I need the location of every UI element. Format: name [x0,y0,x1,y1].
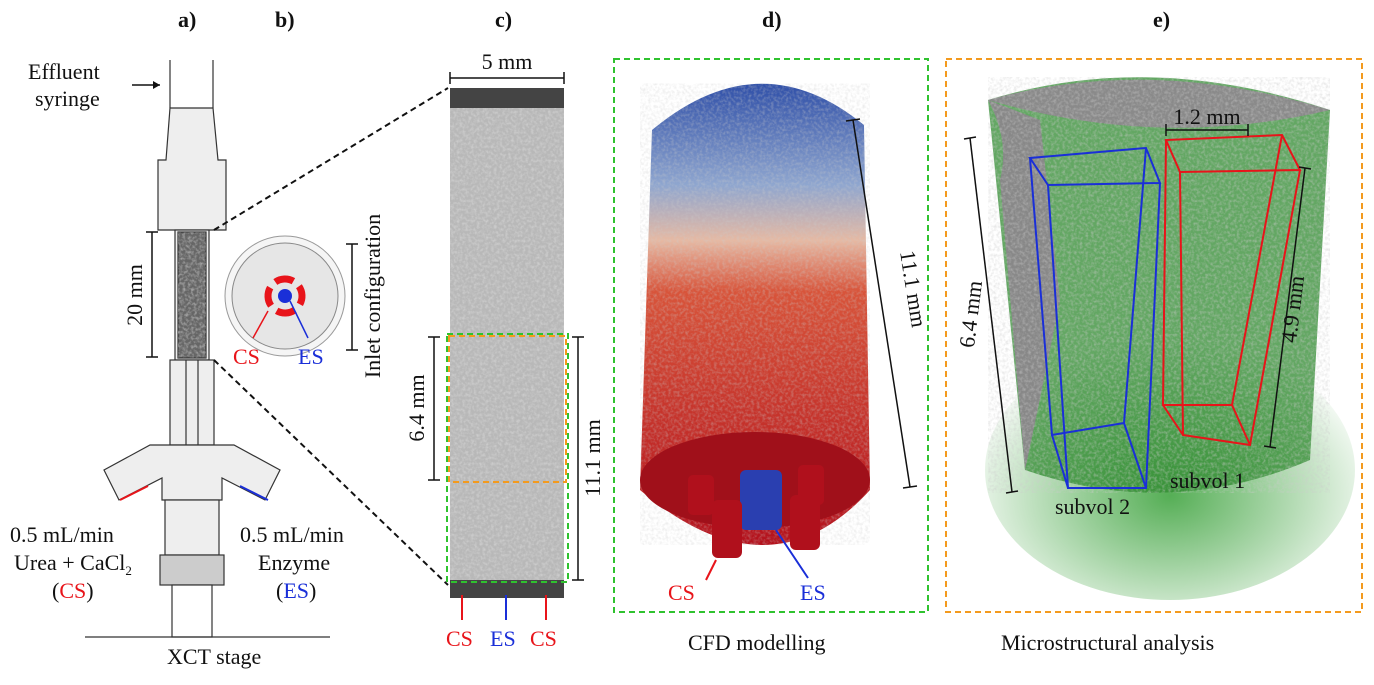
es-flow-rate: 0.5 mL/min [240,522,344,547]
cfd-velocity-cylinder [640,83,870,558]
xct-column-image [450,88,564,598]
c-length-label: 11.1 mm [580,419,605,496]
c-inlet-es: ES [490,626,516,651]
zoom-line-bottom [213,359,449,586]
cfd-panel-box [613,58,929,613]
cfd-region-box [446,333,569,583]
xct-stage-label: XCT stage [167,644,261,669]
c-inlet-cs-2: CS [530,626,557,651]
panel-label-a: a) [178,7,196,32]
panel-label-d: d) [762,7,782,32]
c-width-label: 5 mm [482,49,533,74]
es-inlet-arrow-icon [239,485,269,501]
effluent-label-2: syringe [35,86,100,111]
subvol-2-box [1028,146,1162,489]
es-code: (ES) [276,578,316,603]
length-bracket-20mm [146,231,158,358]
subvol-1-box [1161,133,1302,447]
inlet-configuration-title: Inlet configuration [360,214,385,378]
pore-structure-render [985,77,1355,600]
cs-reagent: Urea + CaCl2 [14,550,132,578]
micro-panel-box [945,58,1363,613]
cfd-caption: CFD modelling [688,630,826,655]
cs-code: (CS) [52,578,94,603]
e-width-label: 1.2 mm [1173,104,1240,129]
es-reagent: Enzyme [258,550,330,575]
zoom-line-top [213,87,449,231]
cs-inlet-arrow-icon [119,485,149,501]
d-length-label: 11.1 mm [895,249,932,329]
panel-label-b: b) [275,7,295,32]
micro-region-box [448,335,567,483]
inlet-configuration-diagram [224,235,346,357]
subvol-1-label: subvol 1 [1170,468,1245,493]
effluent-label: Effluent [28,59,100,84]
c-inlet-cs-1: CS [446,626,473,651]
b-es-label: ES [298,344,324,369]
cs-flow-rate: 0.5 mL/min [10,522,114,547]
d-es-label: ES [800,580,826,605]
d-cs-label: CS [668,580,695,605]
micro-caption: Microstructural analysis [1001,630,1214,655]
b-cs-label: CS [233,344,260,369]
panel-label-c: c) [495,7,512,32]
panel-label-e: e) [1153,7,1170,32]
length-label-20mm: 20 mm [122,264,147,326]
c-sub-length-label: 6.4 mm [404,374,429,441]
e-height-label: 6.4 mm [954,279,987,349]
flow-cell-device [103,60,281,638]
subvol-2-label: subvol 2 [1055,494,1130,519]
